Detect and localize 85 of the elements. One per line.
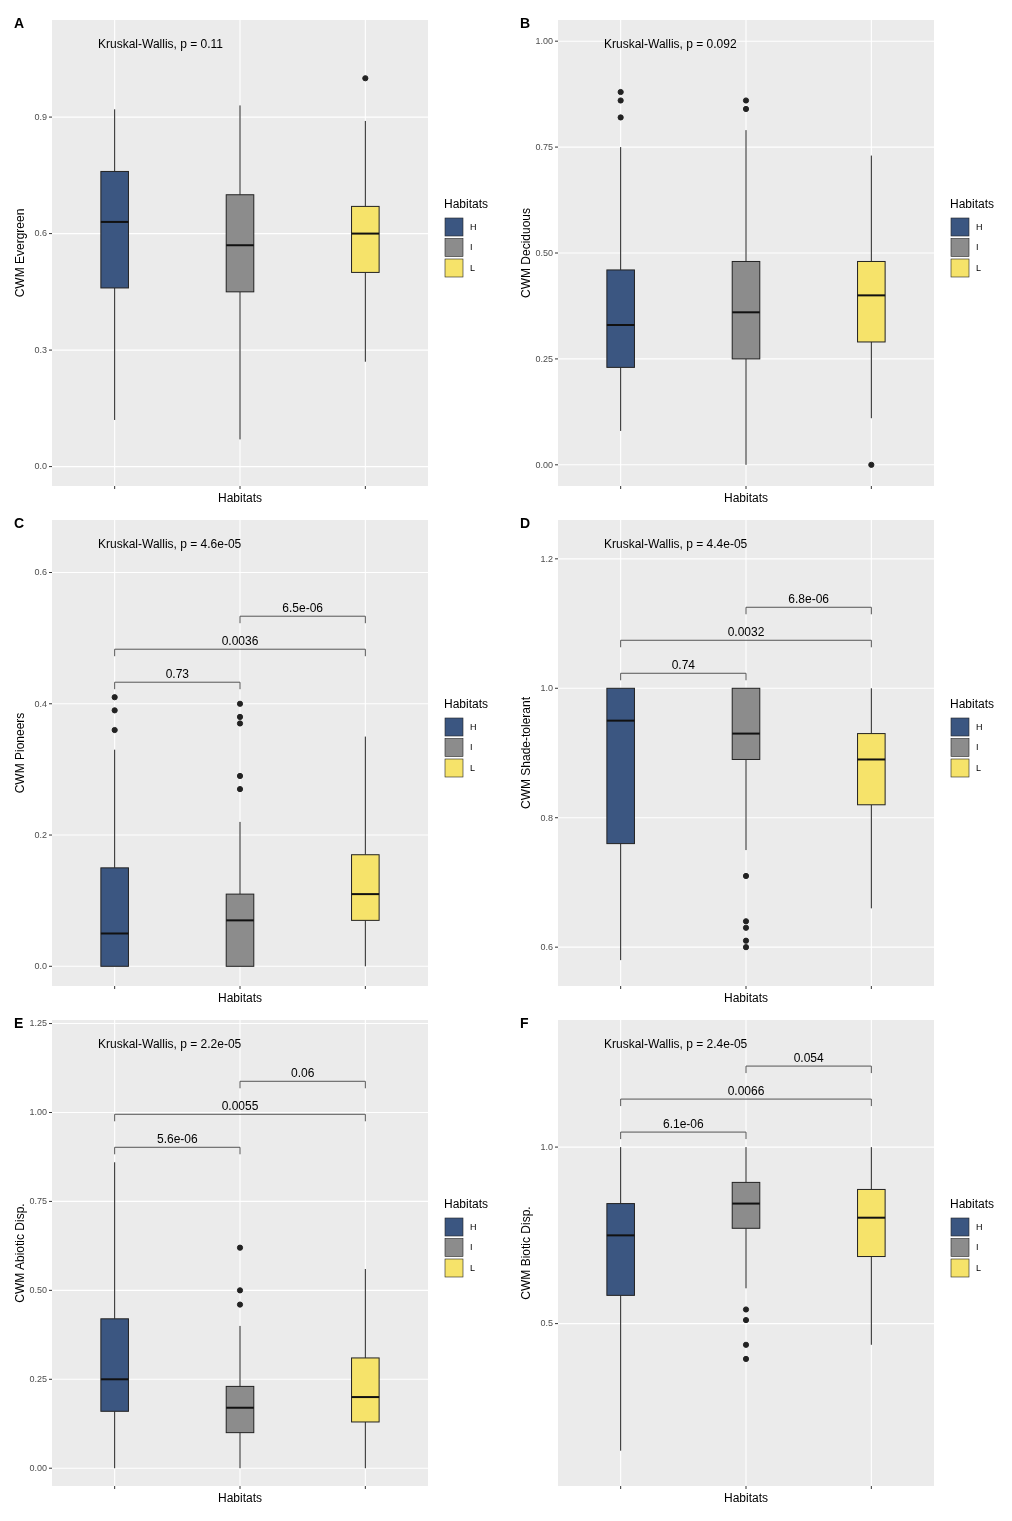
annotation: Kruskal-Wallis, p = 0.092: [604, 37, 737, 51]
annotation: Kruskal-Wallis, p = 0.11: [98, 37, 224, 51]
y-tick-label: 0.25: [29, 1374, 47, 1385]
y-tick-label: 0.0: [34, 461, 47, 472]
y-tick-label: 0.50: [535, 247, 553, 258]
legend-label: H: [976, 1221, 983, 1232]
annotation: Kruskal-Wallis, p = 4.6e-05: [98, 537, 242, 551]
legend-label: L: [976, 1262, 982, 1273]
legend-title: Habitats: [950, 1197, 995, 1211]
chart-title: D: [520, 515, 531, 531]
y-tick-label: 0.6: [34, 228, 47, 239]
annotation: 6.5e-06: [282, 601, 324, 616]
y-axis-title: CWM Deciduous: [519, 207, 533, 299]
legend-label: I: [976, 742, 979, 753]
y-axis-title: CWM Pioneers: [13, 712, 27, 794]
chart-title: A: [14, 15, 25, 31]
annotation: 0.0032: [727, 625, 765, 640]
legend-title: Habitats: [444, 697, 489, 711]
legend-label: L: [976, 762, 982, 773]
annotation: 0.06: [290, 1066, 315, 1081]
chart-title: B: [520, 15, 531, 31]
x-axis-title: Habitats: [217, 491, 263, 505]
y-tick-label: 1.25: [29, 1018, 47, 1029]
y-tick-label: 0.5: [540, 1318, 553, 1329]
legend-label: L: [470, 262, 476, 273]
x-axis-title: Habitats: [217, 991, 263, 1005]
annotation: 0.73: [165, 667, 190, 682]
y-tick-label: 1.00: [29, 1107, 47, 1118]
annotation: Kruskal-Wallis, p = 2.4e-05: [604, 1037, 748, 1051]
y-tick-label: 0.6: [34, 567, 47, 578]
annotation: 6.8e-06: [788, 592, 830, 607]
x-axis-title: Habitats: [217, 1491, 263, 1505]
legend-label: L: [470, 762, 476, 773]
legend-title: Habitats: [950, 697, 995, 711]
annotation: 0.74: [671, 658, 696, 673]
y-tick-label: 0.9: [34, 111, 47, 122]
y-tick-label: 0.0: [34, 961, 47, 972]
legend-label: I: [470, 742, 473, 753]
legend-label: H: [976, 721, 983, 732]
legend-title: Habitats: [444, 1197, 489, 1211]
legend-label: I: [470, 242, 473, 253]
annotation: 6.1e-06: [662, 1117, 705, 1132]
annotation: Kruskal-Wallis, p = 4.4e-05: [604, 537, 748, 551]
annotation: 0.0036: [221, 634, 259, 649]
y-tick-label: 0.75: [29, 1196, 47, 1207]
x-axis-title: Habitats: [723, 491, 769, 505]
y-tick-label: 0.00: [535, 459, 553, 470]
legend-label: I: [976, 1242, 979, 1253]
y-axis-title: CWM Shade-tolerant: [519, 696, 533, 810]
y-tick-label: 1.00: [535, 36, 553, 47]
x-axis-title: Habitats: [723, 1491, 769, 1505]
y-axis-title: CWM Evergreen: [13, 208, 27, 298]
y-tick-label: 0.75: [535, 141, 553, 152]
legend-label: H: [470, 721, 477, 732]
legend-label: L: [470, 1262, 476, 1273]
legend-label: H: [470, 1221, 477, 1232]
annotation: Kruskal-Wallis, p = 2.2e-05: [98, 1037, 242, 1051]
legend-label: I: [470, 1242, 473, 1253]
annotation: 0.0055: [221, 1099, 259, 1114]
y-axis-title: CWM Abiotic Disp.: [13, 1203, 27, 1303]
y-tick-label: 0.2: [34, 829, 47, 840]
y-tick-label: 1.0: [540, 683, 553, 694]
legend-label: I: [976, 242, 979, 253]
y-tick-label: 1.2: [540, 553, 553, 564]
legend-label: H: [976, 221, 983, 232]
y-tick-label: 0.8: [540, 812, 553, 823]
legend-label: H: [470, 221, 477, 232]
legend-label: L: [976, 262, 982, 273]
y-tick-label: 0.25: [535, 353, 553, 364]
annotation: 5.6e-06: [156, 1132, 199, 1147]
chart-title: F: [520, 1015, 529, 1031]
x-axis-title: Habitats: [723, 991, 769, 1005]
y-tick-label: 0.3: [34, 344, 47, 355]
chart-title: C: [14, 515, 25, 531]
y-tick-label: 0.50: [29, 1285, 47, 1296]
legend-title: Habitats: [444, 197, 489, 211]
y-axis-title: CWM Biotic Disp.: [519, 1206, 533, 1300]
y-tick-label: 0.00: [29, 1463, 47, 1474]
legend-title: Habitats: [950, 197, 995, 211]
annotation: 0.0066: [727, 1084, 765, 1099]
y-tick-label: 1.0: [540, 1141, 553, 1152]
annotation: 0.054: [793, 1051, 825, 1066]
y-tick-label: 0.6: [540, 942, 553, 953]
y-tick-label: 0.4: [34, 698, 47, 709]
chart-title: E: [14, 1015, 24, 1031]
